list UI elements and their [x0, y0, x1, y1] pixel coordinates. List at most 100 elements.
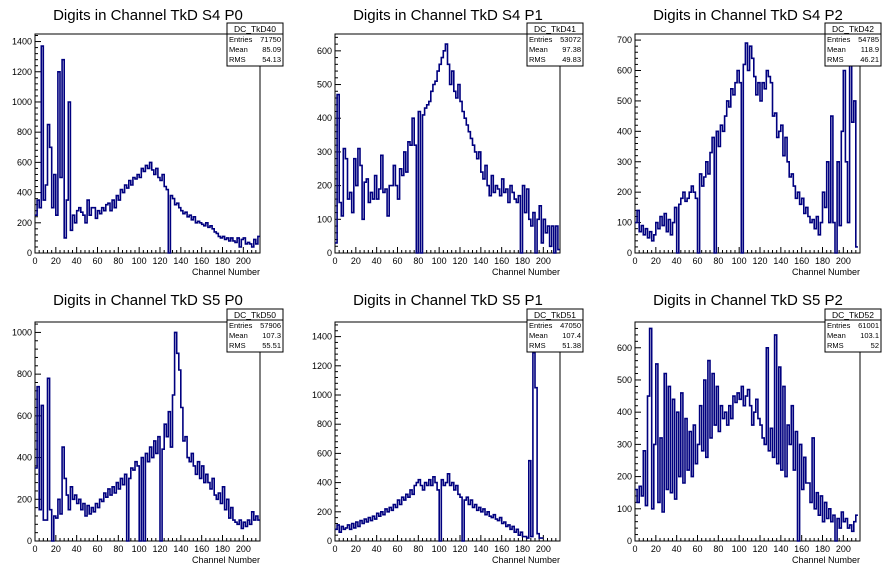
- x-tick-label: 160: [794, 256, 809, 266]
- y-tick-label: 200: [17, 494, 32, 504]
- y-tick-label: 400: [17, 453, 32, 463]
- x-tick-label: 120: [452, 544, 467, 554]
- stats-label: Entries: [229, 321, 253, 330]
- stats-label: Entries: [827, 35, 851, 44]
- y-tick-label: 1200: [12, 67, 32, 77]
- y-tick-label: 800: [317, 419, 332, 429]
- histogram-title: Digits in Channel TkD S4 P0: [53, 7, 243, 24]
- x-tick-label: 80: [713, 544, 723, 554]
- stats-name: DC_TkD41: [534, 24, 576, 34]
- stats-value: 107.3: [262, 331, 281, 340]
- y-tick-label: 1000: [12, 97, 32, 107]
- stats-label: RMS: [229, 341, 246, 350]
- stats-value: 55.51: [262, 341, 281, 350]
- y-tick-label: 400: [617, 407, 632, 417]
- histogram-title: Digits in Channel TkD S5 P1: [353, 292, 543, 309]
- x-tick-label: 120: [152, 256, 167, 266]
- x-tick-label: 20: [351, 256, 361, 266]
- histogram-title: Digits in Channel TkD S5 P0: [53, 292, 243, 309]
- stats-name: DC_TkD52: [832, 310, 874, 320]
- stats-value: 85.09: [262, 45, 281, 54]
- stats-box: [226, 308, 284, 353]
- x-tick-label: 200: [836, 544, 851, 554]
- histogram-line: [35, 331, 260, 542]
- stats-value: 107.4: [562, 331, 581, 340]
- stats-label: Entries: [529, 321, 553, 330]
- y-tick-label: 700: [617, 35, 632, 45]
- y-tick-label: 400: [17, 188, 32, 198]
- x-tick-label: 0: [32, 544, 37, 554]
- x-tick-label: 140: [173, 256, 188, 266]
- stats-name: DC_TkD51: [534, 310, 576, 320]
- y-tick-label: 500: [317, 80, 332, 90]
- stats-value: 49.83: [562, 55, 581, 64]
- x-tick-label: 20: [51, 544, 61, 554]
- y-tick-label: 600: [317, 46, 332, 56]
- x-tick-label: 80: [413, 256, 423, 266]
- y-tick-label: 200: [317, 507, 332, 517]
- stats-value: 118.9: [861, 45, 879, 54]
- stats-box: [226, 22, 284, 67]
- x-tick-label: 100: [732, 544, 747, 554]
- x-tick-label: 20: [51, 256, 61, 266]
- stats-value: 53072: [560, 35, 581, 44]
- stats-box: [526, 22, 584, 67]
- stats-value: 103.1: [860, 331, 879, 340]
- y-tick-label: 400: [317, 478, 332, 488]
- stats-name: DC_TkD40: [234, 24, 276, 34]
- x-tick-label: 80: [413, 544, 423, 554]
- x-tick-label: 100: [132, 256, 147, 266]
- y-tick-label: 100: [617, 218, 632, 228]
- stats-name: DC_TkD42: [832, 24, 874, 34]
- y-tick-label: 0: [327, 248, 332, 258]
- histogram-panel-0: Digits in Channel TkD S4 P00200400600800…: [12, 7, 284, 277]
- histogram-title: Digits in Channel TkD S4 P2: [653, 7, 843, 24]
- stats-value: 46.21: [860, 55, 879, 64]
- x-tick-label: 0: [632, 256, 637, 266]
- y-tick-label: 400: [617, 126, 632, 136]
- x-tick-label: 180: [215, 544, 230, 554]
- y-tick-label: 600: [317, 448, 332, 458]
- y-tick-label: 400: [317, 113, 332, 123]
- x-tick-label: 40: [672, 544, 682, 554]
- x-tick-label: 100: [432, 256, 447, 266]
- y-tick-label: 0: [27, 536, 32, 546]
- x-tick-label: 120: [752, 256, 767, 266]
- x-tick-label: 40: [672, 256, 682, 266]
- x-tick-label: 20: [651, 544, 661, 554]
- x-tick-label: 140: [473, 256, 488, 266]
- x-tick-label: 60: [92, 256, 102, 266]
- stats-value: 61001: [858, 321, 879, 330]
- x-tick-label: 60: [392, 256, 402, 266]
- histogram-line: [335, 43, 560, 254]
- stats-label: RMS: [229, 55, 246, 64]
- stats-value: 57906: [260, 321, 281, 330]
- x-tick-label: 40: [72, 544, 82, 554]
- stats-label: RMS: [529, 341, 546, 350]
- stats-label: Mean: [229, 331, 248, 340]
- x-tick-label: 200: [536, 256, 551, 266]
- x-tick-label: 80: [113, 256, 123, 266]
- y-tick-label: 600: [617, 66, 632, 76]
- stats-box: [526, 308, 584, 353]
- stats-name: DC_TkD50: [234, 310, 276, 320]
- x-tick-label: 60: [392, 544, 402, 554]
- stats-value: 54.13: [262, 55, 281, 64]
- x-tick-label: 100: [432, 544, 447, 554]
- x-axis-label: Channel Number: [492, 267, 560, 277]
- y-tick-label: 300: [617, 157, 632, 167]
- plot-frame: [334, 321, 561, 542]
- x-tick-label: 180: [515, 256, 530, 266]
- x-tick-label: 100: [732, 256, 747, 266]
- histogram-panel-4: Digits in Channel TkD S5 P10200400600800…: [312, 292, 584, 565]
- y-tick-label: 600: [17, 157, 32, 167]
- y-tick-label: 200: [617, 472, 632, 482]
- x-tick-label: 20: [351, 544, 361, 554]
- stats-value: 71750: [260, 35, 281, 44]
- y-tick-label: 1000: [312, 390, 332, 400]
- x-axis-label: Channel Number: [792, 267, 860, 277]
- x-tick-label: 80: [713, 256, 723, 266]
- stats-label: RMS: [827, 55, 844, 64]
- histogram-line: [635, 327, 858, 542]
- x-tick-label: 120: [152, 544, 167, 554]
